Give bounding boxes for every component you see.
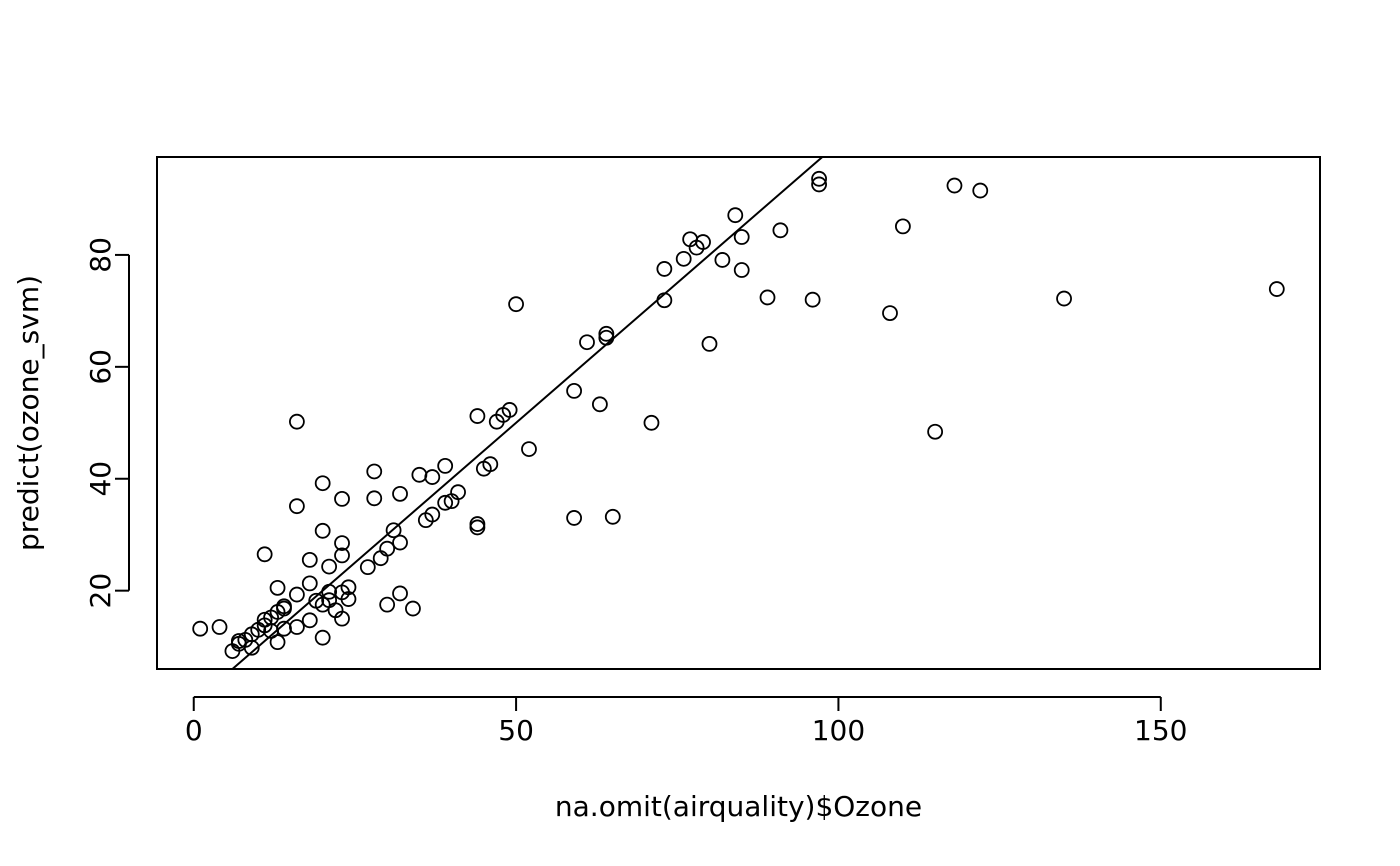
data-point [385,522,402,539]
data-point [469,408,486,424]
x-tick-label: 50 [498,714,534,747]
data-point [243,639,260,656]
data-points [192,170,1285,659]
data-point [424,469,441,485]
data-point [334,490,350,507]
data-point [314,629,331,646]
data-point [334,547,350,564]
data-point [894,218,911,235]
data-point [701,335,718,352]
data-point [269,579,286,596]
data-point [804,291,821,308]
data-point [811,176,827,193]
x-axis-label: na.omit(airquality)$Ozone [555,790,922,823]
data-point [469,519,486,536]
data-point [437,457,454,474]
data-point [579,334,595,351]
data-point [230,633,247,649]
data-point [759,289,776,306]
data-point [392,485,408,502]
data-point [321,558,338,575]
data-point [405,600,421,617]
reference-line [230,157,824,669]
data-point [392,534,408,551]
data-point [714,252,731,268]
data-point [811,170,827,187]
y-tick-label: 80 [84,237,117,273]
data-point [379,596,396,613]
data-point [604,508,621,525]
reference-line-group [230,157,824,669]
data-point [972,182,989,199]
data-point [392,585,408,602]
data-point [424,506,441,523]
data-point [366,490,383,507]
data-point [675,250,692,267]
data-point [256,546,273,563]
data-point [366,463,383,480]
data-point [276,600,292,617]
x-tick-label: 100 [812,714,865,747]
x-axis: 0 50 100 150 [185,696,1187,747]
data-point [340,591,357,607]
data-point [772,222,789,239]
data-point [727,207,744,224]
data-point [340,579,357,596]
data-point [288,586,305,603]
data-point [656,292,673,309]
data-point [192,620,209,637]
x-tick-label: 150 [1134,714,1187,747]
data-point [301,551,318,568]
y-tick-label: 20 [84,573,117,609]
data-point [927,423,944,440]
y-axis-label: predict(ozone_svm) [12,275,45,551]
data-point [733,262,750,278]
data-point [521,441,537,457]
data-point [301,612,318,629]
data-point [643,414,660,431]
data-point [288,498,305,515]
data-point [379,540,396,557]
y-tick-label: 60 [84,349,117,385]
y-axis: 20 40 60 80 [84,237,130,609]
data-point [288,619,305,635]
data-point [437,494,454,511]
data-point [598,329,615,346]
data-point [656,261,673,277]
data-point [1268,281,1285,297]
plot-frame [156,156,1321,670]
data-point [882,305,898,322]
data-point [1056,290,1072,307]
y-tick-label: 40 [84,461,117,497]
data-point [946,177,963,194]
data-point [598,325,615,342]
data-point [334,610,350,627]
data-point [482,456,499,473]
x-tick-label: 0 [185,714,203,747]
data-point [334,535,350,551]
data-point [695,234,711,250]
data-point [211,619,228,635]
data-point [591,396,608,413]
data-point [269,634,286,651]
data-point [501,402,518,418]
data-point [301,575,318,592]
data-point [314,475,331,492]
data-point [566,382,583,399]
data-point [359,559,376,576]
data-point [314,522,331,539]
data-point [733,229,750,245]
data-point [288,413,305,430]
data-point [321,583,338,600]
data-point [450,484,466,501]
data-point [566,510,583,526]
data-point [508,296,524,313]
